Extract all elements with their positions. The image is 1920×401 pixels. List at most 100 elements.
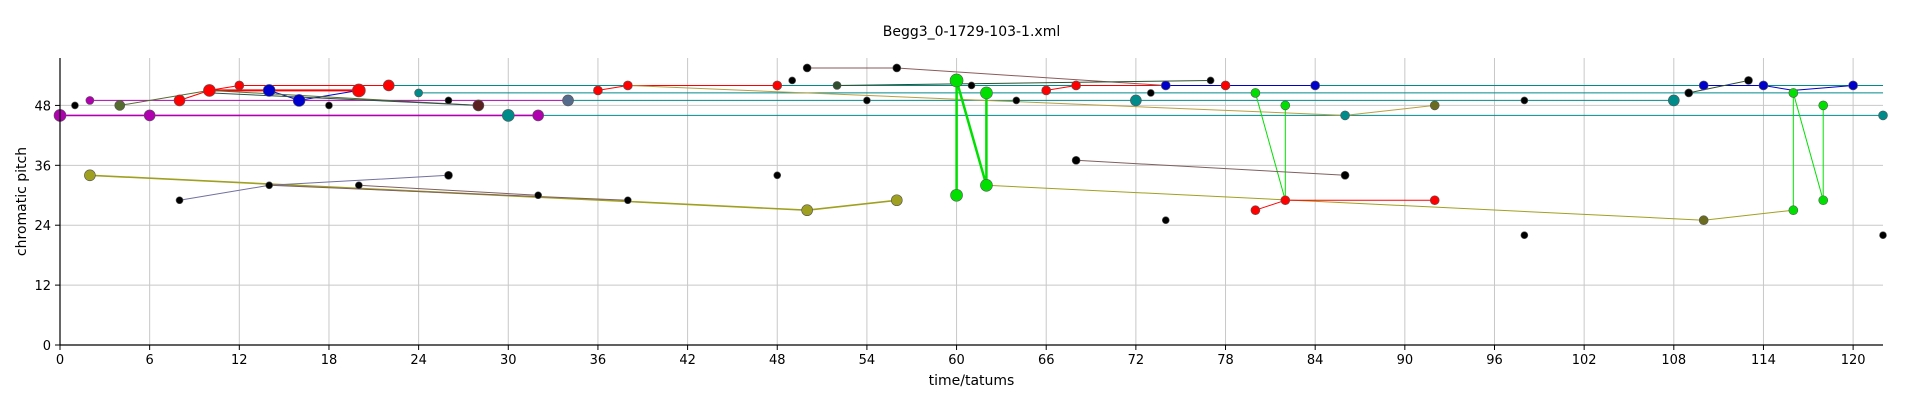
data-point	[1520, 231, 1529, 239]
data-point	[203, 84, 216, 97]
data-point	[352, 83, 366, 98]
data-point	[1818, 100, 1829, 111]
data-point	[1250, 205, 1261, 216]
series-line	[1703, 85, 1854, 91]
data-point	[1071, 80, 1081, 91]
x-tick-label: 12	[231, 353, 248, 368]
x-tick-label: 36	[590, 353, 607, 368]
data-point	[949, 73, 964, 88]
data-point	[623, 80, 633, 91]
data-point	[788, 76, 796, 85]
series-line	[1254, 92, 1286, 201]
data-point	[355, 181, 363, 190]
x-tick-label: 0	[56, 353, 64, 368]
data-point	[175, 196, 184, 205]
y-tick-label: 24	[34, 219, 51, 234]
y-tick-label: 12	[34, 279, 51, 294]
data-point	[1310, 80, 1320, 91]
data-point	[534, 191, 542, 200]
data-point	[1848, 80, 1858, 91]
y-tick-label: 0	[43, 339, 51, 354]
data-point	[1698, 80, 1709, 91]
data-point	[1758, 80, 1769, 91]
series-line	[209, 92, 479, 106]
data-point	[143, 109, 156, 122]
data-point	[262, 84, 276, 97]
data-point	[292, 94, 306, 107]
data-point	[1340, 170, 1350, 180]
y-tick-label: 48	[34, 99, 51, 114]
data-point	[1280, 195, 1291, 206]
data-point	[444, 96, 453, 105]
series-line	[179, 85, 389, 101]
data-point	[802, 63, 812, 73]
x-axis-label: time/tatums	[929, 373, 1015, 389]
data-point	[501, 109, 515, 122]
data-point	[1878, 110, 1888, 121]
series-line	[1688, 80, 1749, 94]
x-tick-label: 114	[1751, 353, 1776, 368]
data-point	[1071, 156, 1081, 165]
data-point	[1698, 215, 1709, 226]
data-point	[173, 94, 186, 107]
data-point	[1429, 195, 1440, 206]
data-point	[71, 101, 79, 110]
data-point	[234, 80, 245, 91]
data-point	[1788, 88, 1799, 98]
x-tick-label: 84	[1307, 353, 1324, 368]
data-point	[1744, 76, 1753, 85]
y-tick-label: 36	[34, 159, 51, 174]
series-line	[836, 80, 1211, 86]
series-line	[269, 184, 628, 201]
grid-layer	[59, 58, 1883, 346]
data-point	[562, 94, 574, 107]
data-point	[1788, 205, 1799, 216]
y-axis-label: chromatic pitch	[14, 147, 30, 256]
data-point	[772, 80, 783, 91]
x-tick-label: 30	[500, 353, 517, 368]
data-point	[532, 109, 544, 122]
x-tick-label: 18	[321, 353, 338, 368]
data-point	[84, 169, 96, 182]
x-tick-label: 42	[679, 353, 696, 368]
data-point	[950, 188, 963, 202]
x-tick-label: 72	[1128, 353, 1145, 368]
data-point	[1160, 80, 1171, 91]
data-point	[382, 79, 395, 92]
x-tick-label: 108	[1661, 353, 1686, 368]
data-point	[1340, 110, 1350, 121]
data-point	[114, 100, 126, 111]
x-tick-label: 78	[1217, 353, 1234, 368]
series-line	[1076, 159, 1346, 176]
series-line	[986, 184, 1794, 221]
data-point	[890, 194, 903, 207]
data-point	[1668, 94, 1680, 107]
data-point	[1429, 100, 1440, 111]
x-tick-label: 60	[948, 353, 965, 368]
data-point	[265, 181, 273, 190]
data-point	[1684, 88, 1694, 98]
series-line	[807, 67, 1166, 86]
x-tick-label: 24	[410, 353, 427, 368]
data-point	[1879, 231, 1887, 239]
data-point	[593, 85, 603, 96]
x-tick-label: 54	[859, 353, 876, 368]
data-point	[801, 204, 813, 217]
series-line	[1792, 92, 1824, 201]
data-point	[1012, 96, 1021, 105]
data-point	[1280, 100, 1291, 111]
x-tick-label: 96	[1486, 353, 1503, 368]
data-point	[624, 196, 632, 205]
data-point	[892, 63, 902, 73]
data-point	[773, 171, 782, 180]
data-point	[1041, 85, 1052, 96]
data-point	[444, 170, 453, 180]
x-tick-label: 66	[1038, 353, 1055, 368]
data-point	[863, 96, 871, 105]
series-layer	[60, 67, 1883, 221]
data-point	[1147, 89, 1155, 97]
chart-title: Begg3_0-1729-103-1.xml	[883, 24, 1060, 40]
series-line	[358, 184, 539, 196]
